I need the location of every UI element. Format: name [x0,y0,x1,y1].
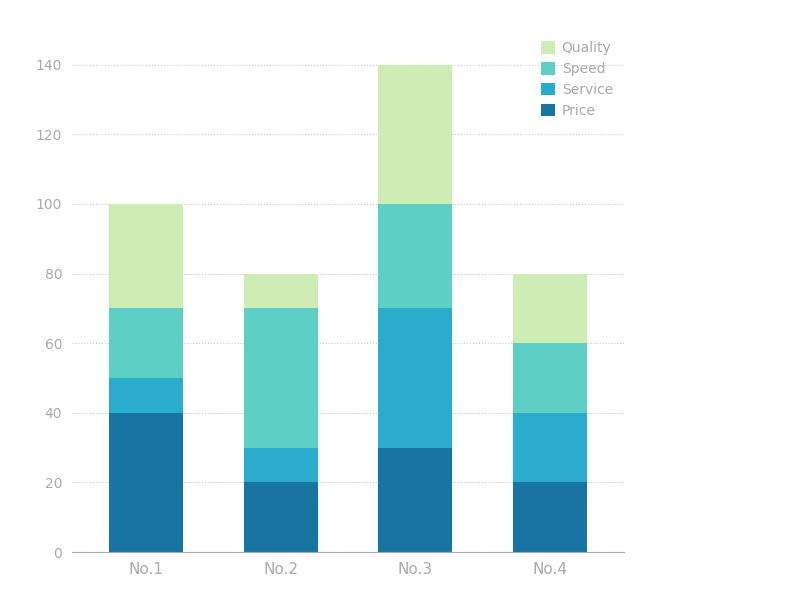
Bar [513,482,587,552]
Bar [109,413,183,552]
Bar [513,274,587,343]
Bar [109,308,183,378]
Bar [378,448,452,552]
Bar [244,482,318,552]
Bar [513,413,587,482]
Bar [244,448,318,482]
Bar [378,65,452,204]
Bar [109,378,183,413]
Bar [378,204,452,308]
Bar [109,204,183,308]
Bar [378,308,452,448]
Bar [244,308,318,448]
Bar [244,274,318,308]
Bar [513,343,587,413]
Legend: Quality, Speed, Service, Price: Quality, Speed, Service, Price [537,37,617,122]
